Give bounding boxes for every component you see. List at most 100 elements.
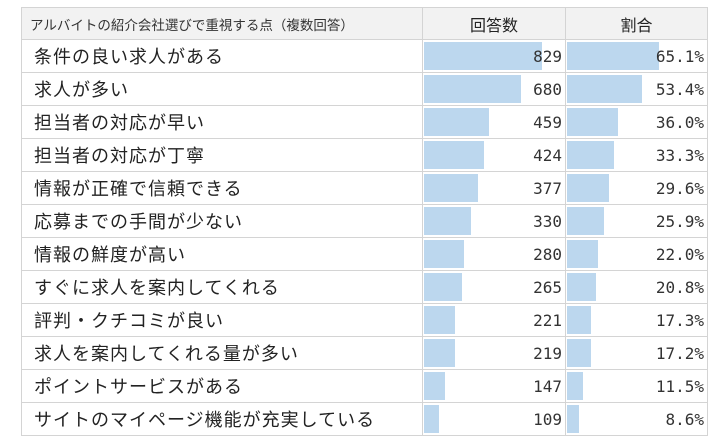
count-value: 109 <box>533 409 562 429</box>
ratio-bar <box>567 141 614 169</box>
ratio-value: 11.5% <box>655 376 704 396</box>
ratio-bar <box>567 240 599 268</box>
count-bar <box>424 207 471 235</box>
count-cell: 219 <box>422 336 566 370</box>
ratio-column-header: 割合 <box>565 7 708 40</box>
table-row: 情報の鮮度が高い 280 22.0% <box>21 237 708 271</box>
ratio-cell: 25.9% <box>565 204 708 238</box>
table-row: 情報が正確で信頼できる 377 29.6% <box>21 171 708 205</box>
item-label: サイトのマイページ機能が充実している <box>21 402 423 436</box>
ratio-cell: 8.6% <box>565 402 708 436</box>
ratio-bar <box>567 207 604 235</box>
ratio-value: 25.9% <box>655 211 704 231</box>
count-bar <box>424 141 485 169</box>
ratio-cell: 53.4% <box>565 72 708 106</box>
ratio-cell: 36.0% <box>565 105 708 139</box>
count-bar <box>424 42 542 70</box>
count-bar <box>424 174 478 202</box>
ratio-cell: 11.5% <box>565 369 708 403</box>
count-bar <box>424 108 490 136</box>
count-cell: 424 <box>422 138 566 172</box>
results-table: アルバイトの紹介会社選びで重視する点（複数回答） 回答数 割合 条件の良い求人が… <box>21 7 708 436</box>
ratio-value: 33.3% <box>655 145 704 165</box>
count-bar <box>424 75 521 103</box>
count-value: 219 <box>533 343 562 363</box>
table-row: 応募までの手間が少ない 330 25.9% <box>21 204 708 238</box>
ratio-cell: 29.6% <box>565 171 708 205</box>
table-row: ポイントサービスがある 147 11.5% <box>21 369 708 403</box>
count-bar <box>424 273 462 301</box>
count-value: 424 <box>533 145 562 165</box>
count-cell: 330 <box>422 204 566 238</box>
count-cell: 680 <box>422 72 566 106</box>
table-row: 担当者の対応が丁寧 424 33.3% <box>21 138 708 172</box>
count-value: 829 <box>533 46 562 66</box>
ratio-value: 53.4% <box>655 79 704 99</box>
table-row: 求人を案内してくれる量が多い 219 17.2% <box>21 336 708 370</box>
count-bar <box>424 405 440 433</box>
ratio-cell: 33.3% <box>565 138 708 172</box>
item-column-header: アルバイトの紹介会社選びで重視する点（複数回答） <box>21 7 423 40</box>
count-bar <box>424 339 456 367</box>
count-value: 221 <box>533 310 562 330</box>
ratio-bar <box>567 42 659 70</box>
item-label: ポイントサービスがある <box>21 369 423 403</box>
count-cell: 829 <box>422 39 566 73</box>
table-row: 担当者の対応が早い 459 36.0% <box>21 105 708 139</box>
item-label: 情報の鮮度が高い <box>21 237 423 271</box>
count-value: 330 <box>533 211 562 231</box>
ratio-bar <box>567 339 592 367</box>
count-cell: 147 <box>422 369 566 403</box>
ratio-value: 17.3% <box>655 310 704 330</box>
item-label: 求人を案内してくれる量が多い <box>21 336 423 370</box>
ratio-cell: 17.3% <box>565 303 708 337</box>
ratio-value: 65.1% <box>655 46 704 66</box>
count-value: 147 <box>533 376 562 396</box>
ratio-value: 20.8% <box>655 277 704 297</box>
item-label: 担当者の対応が丁寧 <box>21 138 423 172</box>
table-row: 求人が多い 680 53.4% <box>21 72 708 106</box>
ratio-cell: 22.0% <box>565 237 708 271</box>
count-cell: 280 <box>422 237 566 271</box>
table-row: 評判・クチコミが良い 221 17.3% <box>21 303 708 337</box>
ratio-bar <box>567 75 643 103</box>
count-bar <box>424 306 456 334</box>
ratio-bar <box>567 273 597 301</box>
ratio-value: 17.2% <box>655 343 704 363</box>
ratio-bar <box>567 372 584 400</box>
ratio-value: 29.6% <box>655 178 704 198</box>
table-row: すぐに求人を案内してくれる 265 20.8% <box>21 270 708 304</box>
ratio-value: 36.0% <box>655 112 704 132</box>
count-cell: 377 <box>422 171 566 205</box>
count-value: 280 <box>533 244 562 264</box>
ratio-bar <box>567 405 580 433</box>
count-cell: 109 <box>422 402 566 436</box>
count-cell: 265 <box>422 270 566 304</box>
count-value: 265 <box>533 277 562 297</box>
item-label: 求人が多い <box>21 72 423 106</box>
item-label: 条件の良い求人がある <box>21 39 423 73</box>
count-bar <box>424 372 445 400</box>
item-label: 評判・クチコミが良い <box>21 303 423 337</box>
ratio-value: 22.0% <box>655 244 704 264</box>
item-label: 応募までの手間が少ない <box>21 204 423 238</box>
ratio-cell: 17.2% <box>565 336 708 370</box>
count-bar <box>424 240 464 268</box>
count-value: 377 <box>533 178 562 198</box>
item-label: 担当者の対応が早い <box>21 105 423 139</box>
count-value: 680 <box>533 79 562 99</box>
table-row: サイトのマイページ機能が充実している 109 8.6% <box>21 402 708 436</box>
ratio-cell: 65.1% <box>565 39 708 73</box>
header-row: アルバイトの紹介会社選びで重視する点（複数回答） 回答数 割合 <box>21 7 708 40</box>
count-cell: 221 <box>422 303 566 337</box>
item-label: すぐに求人を案内してくれる <box>21 270 423 304</box>
count-value: 459 <box>533 112 562 132</box>
item-label: 情報が正確で信頼できる <box>21 171 423 205</box>
ratio-bar <box>567 306 592 334</box>
ratio-cell: 20.8% <box>565 270 708 304</box>
ratio-bar <box>567 174 609 202</box>
count-column-header: 回答数 <box>422 7 566 40</box>
ratio-value: 8.6% <box>665 409 704 429</box>
table-row: 条件の良い求人がある 829 65.1% <box>21 39 708 73</box>
ratio-bar <box>567 108 618 136</box>
